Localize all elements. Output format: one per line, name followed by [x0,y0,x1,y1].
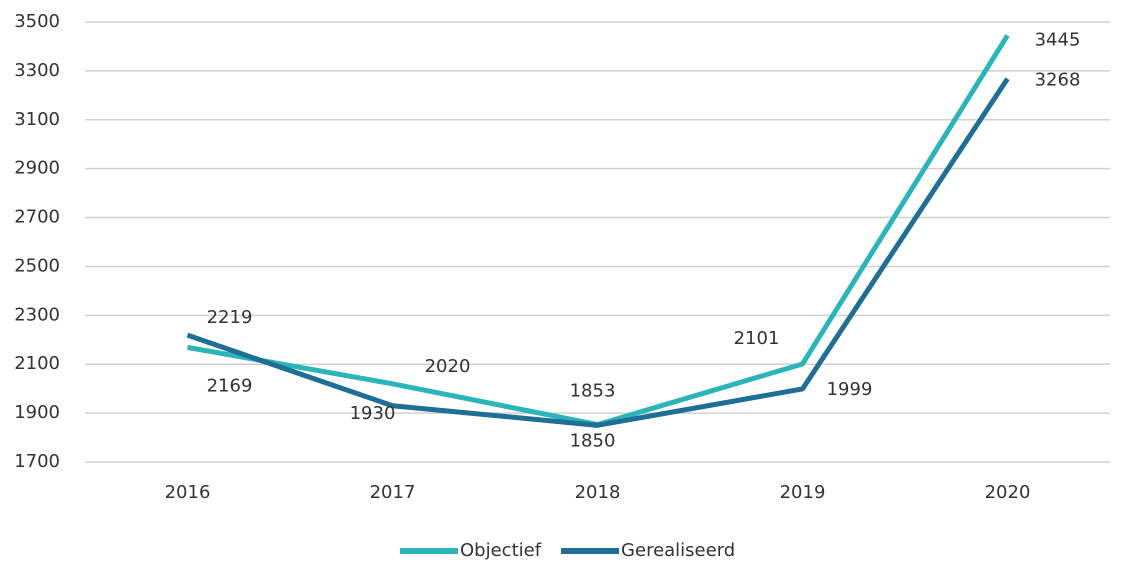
y-tick-label: 2900 [14,158,60,179]
data-label: 1930 [350,403,396,424]
x-tick-label: 2018 [575,482,621,503]
data-label: 2169 [207,375,253,396]
y-tick-label: 2300 [14,304,60,325]
data-label: 3445 [1035,29,1081,50]
y-tick-label: 3500 [14,11,60,32]
data-label: 1999 [827,379,873,400]
y-tick-label: 2500 [14,255,60,276]
data-label: 2020 [425,356,471,377]
y-tick-label: 1700 [14,451,60,472]
x-tick-label: 2017 [370,482,416,503]
x-tick-label: 2019 [780,482,826,503]
series-line [186,77,1010,428]
y-tick-label: 3100 [14,109,60,130]
series-line [187,34,1010,428]
legend-label: Gerealiseerd [621,540,735,561]
data-label: 2219 [207,307,253,328]
data-label: 1850 [570,430,616,451]
y-tick-label: 2700 [14,207,60,228]
y-tick-label: 1900 [14,402,60,423]
x-tick-label: 2020 [985,482,1031,503]
data-label: 1853 [570,381,616,402]
data-label: 2101 [734,328,780,349]
x-tick-label: 2016 [165,482,211,503]
legend-label: Objectief [460,540,542,561]
y-tick-label: 3300 [14,60,60,81]
data-label: 3268 [1035,70,1081,91]
y-tick-label: 2100 [14,353,60,374]
